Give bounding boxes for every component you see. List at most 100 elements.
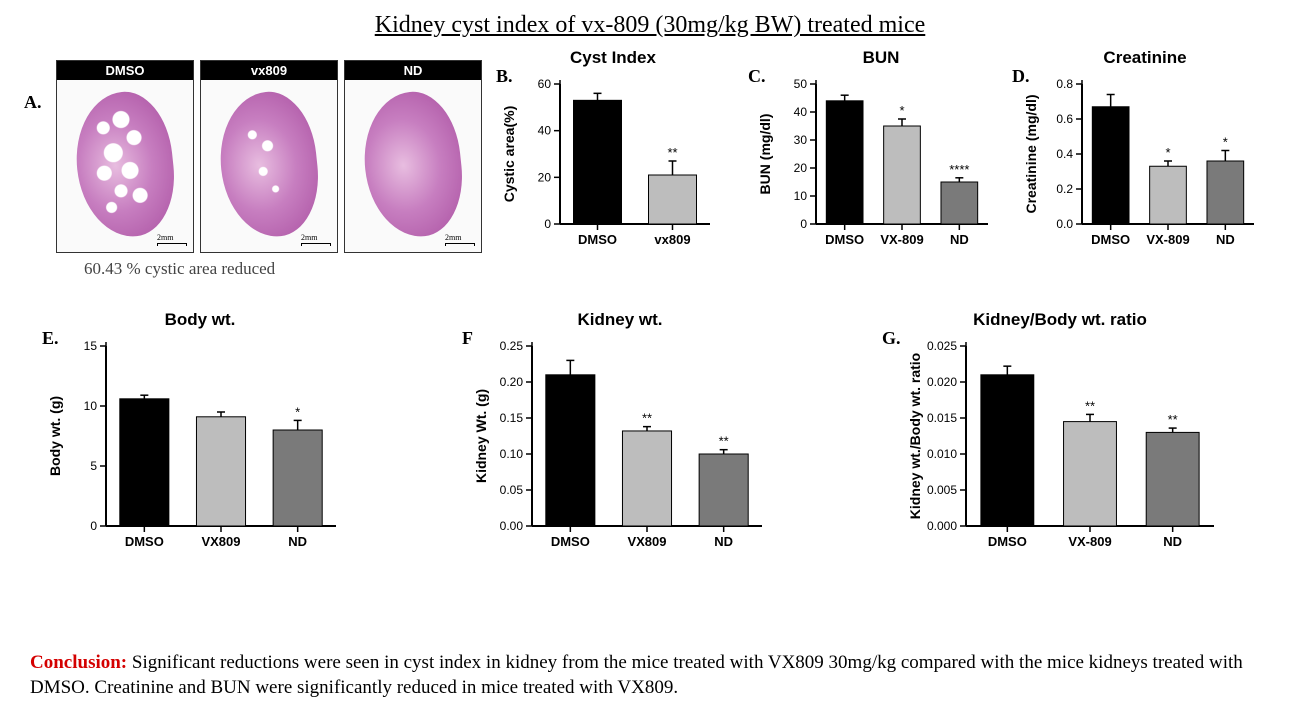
histology-header: vx809 [201,61,337,80]
bar-chart: 0.000.050.100.150.200.25Kidney Wt. (g)DM… [460,330,780,560]
svg-text:VX809: VX809 [627,534,666,549]
svg-text:DMSO: DMSO [825,232,864,247]
panel-c: C.BUN01020304050BUN (mg/dl)DMSO*VX-809**… [756,48,1006,273]
bar [273,430,322,526]
panel-label: C. [748,66,766,87]
svg-text:**: ** [719,434,729,449]
svg-text:0.20: 0.20 [500,375,524,389]
bar [884,126,921,224]
svg-text:0.8: 0.8 [1056,77,1073,91]
bar [981,375,1034,526]
panel-d: D.Creatinine0.00.20.40.60.8Creatinine (m… [1020,48,1270,273]
chart-title: Kidney wt. [460,310,780,330]
svg-text:**: ** [642,411,652,426]
svg-text:0.005: 0.005 [927,483,957,497]
svg-text:ND: ND [714,534,733,549]
svg-text:DMSO: DMSO [125,534,164,549]
panel-e: E.Body wt.051015Body wt. (g)DMSOVX809*ND [40,310,360,565]
svg-text:DMSO: DMSO [551,534,590,549]
bar [574,100,622,224]
svg-text:DMSO: DMSO [988,534,1027,549]
svg-text:5: 5 [90,459,97,473]
chart-title: Body wt. [40,310,360,330]
svg-text:0.025: 0.025 [927,339,957,353]
panel-f: FKidney wt.0.000.050.100.150.200.25Kidne… [460,310,780,565]
bar [1150,166,1187,224]
svg-text:60: 60 [538,77,552,91]
panel-label: F [462,328,473,349]
svg-text:ND: ND [1163,534,1182,549]
histology-tile: vx809 2mm [200,60,338,253]
chart-title: Creatinine [1020,48,1270,68]
svg-text:VX-809: VX-809 [1068,534,1111,549]
svg-text:*: * [899,103,904,118]
svg-text:DMSO: DMSO [578,232,617,247]
svg-text:BUN (mg/dl): BUN (mg/dl) [757,114,773,195]
svg-text:DMSO: DMSO [1091,232,1130,247]
svg-text:40: 40 [794,105,808,119]
histology-image: 2mm [345,80,481,252]
svg-text:50: 50 [794,77,808,91]
svg-text:0.0: 0.0 [1056,217,1073,231]
panel-label: B. [496,66,513,87]
svg-text:15: 15 [84,339,98,353]
histology-image: 2mm [57,80,193,252]
bar [1207,161,1244,224]
svg-text:10: 10 [84,399,98,413]
panel-a-caption: 60.43 % cystic area reduced [84,259,494,279]
histology-tile: ND 2mm [344,60,482,253]
svg-text:*: * [1165,145,1170,160]
scale-bar: 2mm [445,233,475,246]
svg-text:40: 40 [538,124,552,138]
svg-text:**: ** [1085,398,1095,413]
svg-text:0.6: 0.6 [1056,112,1073,126]
svg-text:0.10: 0.10 [500,447,524,461]
svg-text:0: 0 [800,217,807,231]
svg-text:0.2: 0.2 [1056,182,1073,196]
bar [941,182,978,224]
conclusion-text: Conclusion: Significant reductions were … [30,650,1270,701]
bar [1064,422,1117,526]
chart-title: BUN [756,48,1006,68]
bar-chart: 0204060Cystic area(%)DMSO**vx809 [498,68,728,268]
svg-text:Creatinine (mg/dl): Creatinine (mg/dl) [1023,94,1039,213]
conclusion-body: Significant reductions were seen in cyst… [30,652,1243,699]
panel-label: E. [42,328,59,349]
svg-text:VX-809: VX-809 [1146,232,1189,247]
svg-text:VX809: VX809 [201,534,240,549]
conclusion-lead: Conclusion: [30,652,127,673]
svg-text:0.015: 0.015 [927,411,957,425]
bar [699,454,748,526]
bar [622,431,671,526]
histology-header: ND [345,61,481,80]
bar-chart: 0.00.20.40.60.8Creatinine (mg/dl)DMSO*VX… [1020,68,1270,268]
scale-bar: 2mm [301,233,331,246]
chart-title: Cyst Index [498,48,728,68]
bar [649,175,697,224]
svg-text:0: 0 [544,217,551,231]
chart-title: Kidney/Body wt. ratio [880,310,1240,330]
svg-text:Body wt. (g): Body wt. (g) [47,396,63,476]
svg-text:10: 10 [794,189,808,203]
svg-text:ND: ND [950,232,969,247]
panel-b: B.Cyst Index0204060Cystic area(%)DMSO**v… [498,48,728,273]
svg-text:**: ** [667,145,677,160]
svg-text:20: 20 [794,161,808,175]
svg-text:ND: ND [1216,232,1235,247]
svg-text:30: 30 [794,133,808,147]
bar [1092,107,1129,224]
svg-text:Cystic area(%): Cystic area(%) [501,106,517,203]
svg-text:Kidney Wt. (g): Kidney Wt. (g) [473,389,489,483]
svg-text:20: 20 [538,170,552,184]
panel-label: D. [1012,66,1030,87]
svg-text:Kidney wt./Body wt. ratio: Kidney wt./Body wt. ratio [907,353,923,519]
bar-chart: 01020304050BUN (mg/dl)DMSO*VX-809****ND [756,68,1006,268]
bar [1146,432,1199,526]
histology-header: DMSO [57,61,193,80]
panel-g: G.Kidney/Body wt. ratio0.0000.0050.0100.… [880,310,1240,565]
svg-text:*: * [295,404,300,419]
bar [196,417,245,526]
svg-text:0.05: 0.05 [500,483,524,497]
bar [826,101,863,224]
svg-text:*: * [1223,135,1228,150]
